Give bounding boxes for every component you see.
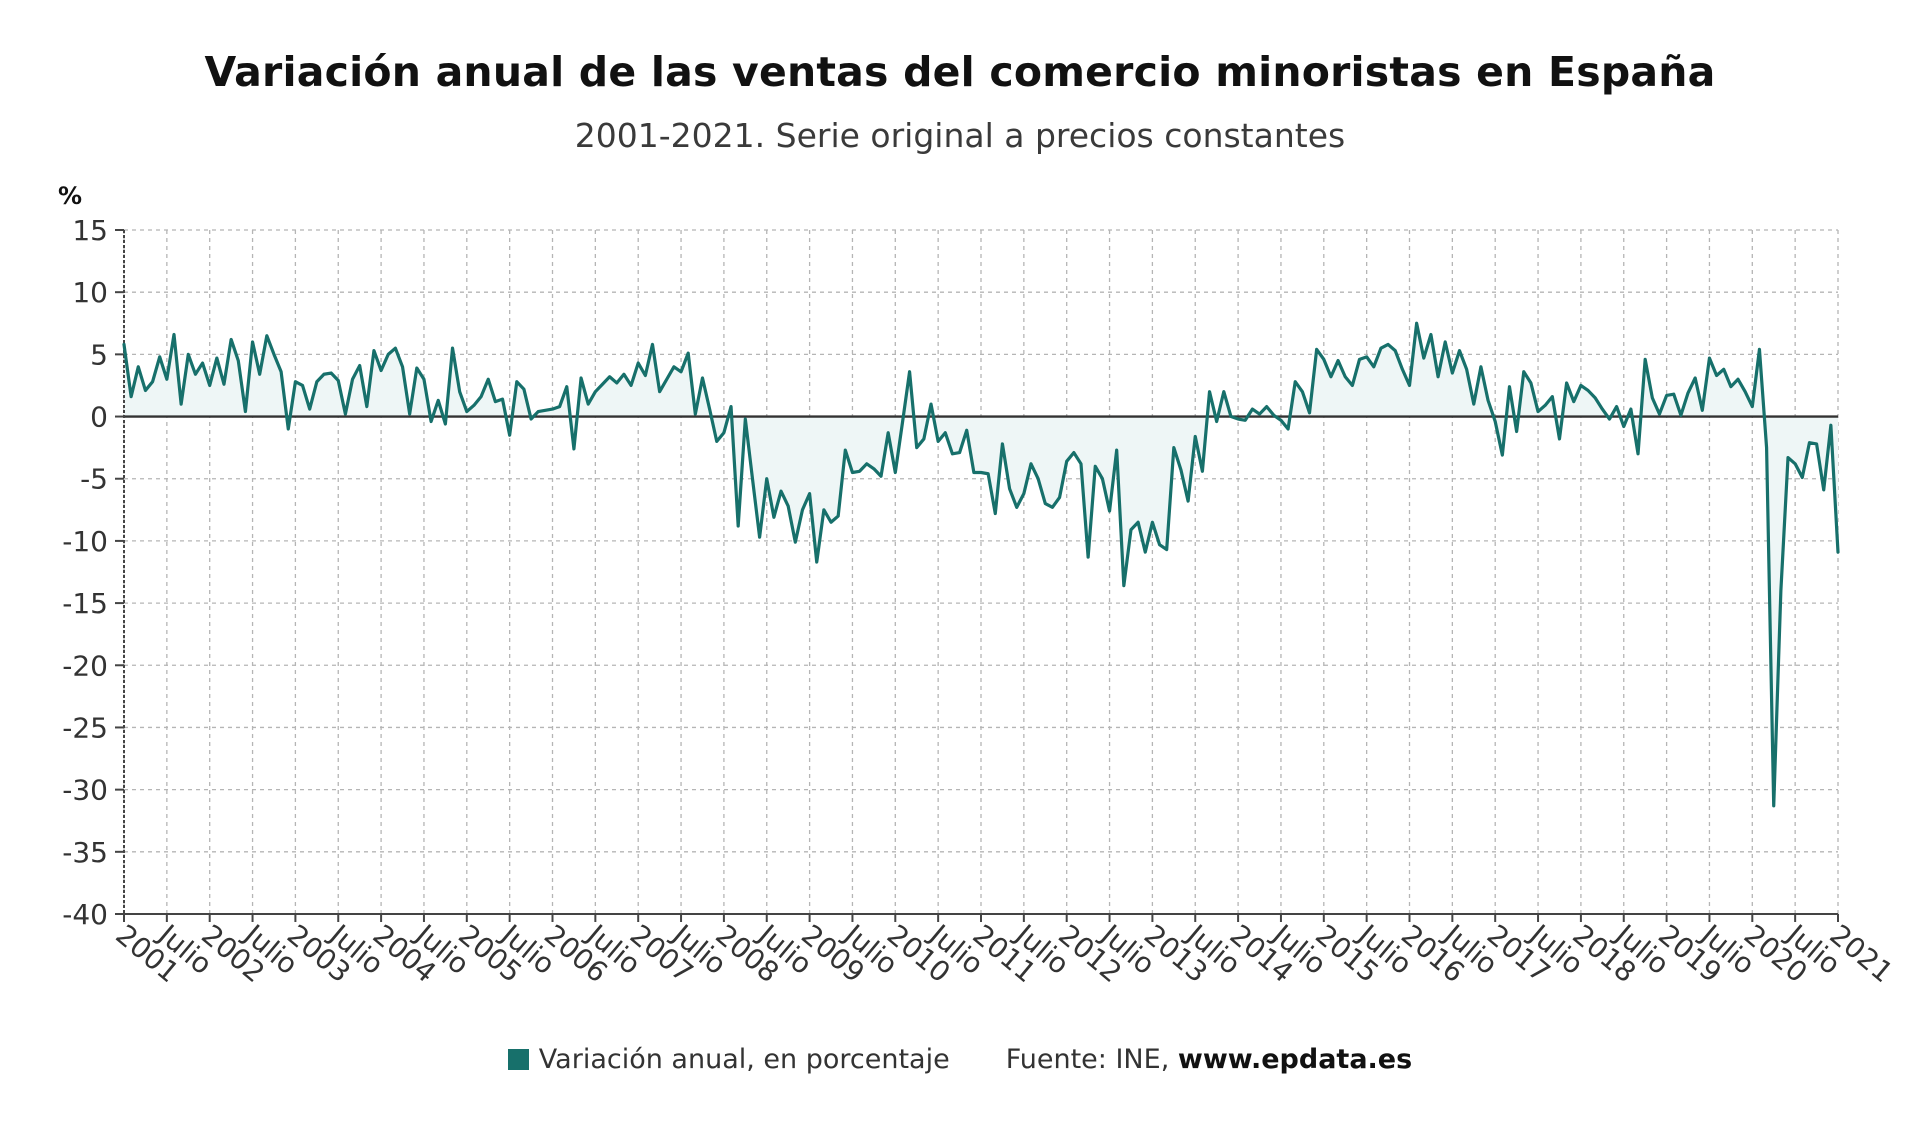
axes bbox=[123, 230, 1838, 915]
source-label: Fuente: INE, bbox=[1005, 1044, 1170, 1075]
series-line bbox=[122, 321, 1840, 808]
y-tick-label: -5 bbox=[80, 463, 108, 496]
y-tick-label: -30 bbox=[62, 774, 108, 807]
y-axis-unit-label: % bbox=[58, 182, 82, 210]
source-site: www.epdata.es bbox=[1177, 1044, 1413, 1075]
y-tick-label: 15 bbox=[72, 214, 108, 247]
chart-subtitle: 2001-2021. Serie original a precios cons… bbox=[574, 116, 1346, 155]
y-tick-label: -20 bbox=[62, 649, 108, 682]
y-tick-label: 0 bbox=[90, 401, 108, 434]
chart-title: Variación anual de las ventas del comerc… bbox=[204, 48, 1716, 96]
y-tick-label: -35 bbox=[62, 836, 108, 869]
y-axis-ticks: 15 10 5 0 -5 -10 -15 -20 -25 -30 -35 -40 bbox=[62, 214, 124, 931]
legend-swatch bbox=[507, 1049, 529, 1070]
area-fill bbox=[124, 323, 1838, 806]
grid-lines bbox=[123, 229, 1839, 915]
y-tick-label: -40 bbox=[62, 898, 108, 931]
y-tick-label: -15 bbox=[62, 587, 108, 620]
series-group bbox=[122, 321, 1840, 808]
x-axis-ticks: 2001Julio2002Julio2003Julio2004Julio2005… bbox=[110, 914, 1899, 989]
y-tick-label: -25 bbox=[62, 711, 108, 744]
series-area bbox=[124, 323, 1838, 806]
y-tick-label: 10 bbox=[72, 276, 108, 309]
legend-series-label: Variación anual, en porcentaje bbox=[538, 1044, 950, 1075]
legend: Variación anual, en porcentaje Fuente: IN… bbox=[0, 1044, 1920, 1075]
y-tick-label: 5 bbox=[90, 338, 108, 371]
y-tick-label: -10 bbox=[62, 525, 108, 558]
